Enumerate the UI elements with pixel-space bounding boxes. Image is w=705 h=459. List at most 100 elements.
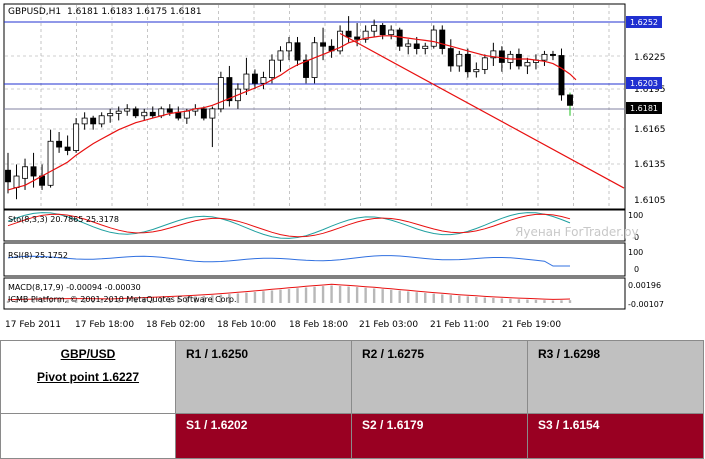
candle-bull <box>388 29 395 36</box>
time-tick: 17 Feb 2011 <box>5 320 61 330</box>
macd-bar <box>57 299 61 303</box>
rsi-line <box>7 255 570 267</box>
candle-bear <box>396 29 403 47</box>
price-tick: 1.6135 <box>634 160 666 170</box>
macd-bar <box>151 298 154 303</box>
candle-bear <box>354 36 361 40</box>
macd-bar <box>279 289 282 303</box>
candle-bull <box>490 50 497 59</box>
macd-bar <box>338 285 342 303</box>
sto-label: Sto(8,3,3) 20.7865 25.3178 <box>8 215 119 224</box>
rsi-panel-frame <box>3 242 626 277</box>
macd-bar <box>424 292 427 303</box>
macd-bar <box>74 299 78 303</box>
macd-bar <box>219 294 223 303</box>
trend-line <box>339 32 625 189</box>
macd-bar <box>347 286 350 303</box>
price-tick: 1.6225 <box>634 53 666 63</box>
s3-cell: S3 / 1.6154 <box>527 413 704 459</box>
candle-bull <box>115 110 122 114</box>
macd-bar <box>202 295 206 303</box>
macd-bar <box>551 300 555 303</box>
macd-bar <box>475 296 478 303</box>
macd-bar <box>364 287 367 303</box>
macd-bar <box>134 298 137 303</box>
pivot-point: Pivot point 1.6227 <box>36 370 140 384</box>
macd-bar <box>253 291 257 303</box>
macd-bar <box>32 300 35 303</box>
candle-bear <box>90 117 97 125</box>
rsi-scale-bottom: 0 <box>634 265 639 274</box>
price-tag-1-label: 1.6252 <box>630 18 658 27</box>
macd-bar <box>543 300 546 303</box>
macd-bar <box>483 297 487 303</box>
macd-bar <box>321 286 325 303</box>
macd-bar <box>372 288 376 303</box>
candle-bear <box>464 53 471 73</box>
price-tag-2 <box>626 77 662 89</box>
candle-bull <box>243 73 250 90</box>
chart-header-ohlc: 1.6181 1.6183 1.6175 1.6181 <box>67 7 202 17</box>
macd-bar <box>15 300 18 303</box>
rsi-label: RSI(8) 25.1752 <box>8 251 68 260</box>
macd-bar <box>517 299 521 303</box>
time-tick: 21 Feb 03:00 <box>359 320 418 330</box>
main-panel-frame <box>3 3 626 210</box>
candle-bull <box>362 30 369 40</box>
candle-bull <box>311 42 318 78</box>
macd-bar <box>100 299 103 303</box>
price-tag-1 <box>626 16 662 28</box>
macd-scale-bottom: -0.00107 <box>628 300 664 309</box>
candle-bull <box>22 166 28 179</box>
macd-bar <box>466 296 470 303</box>
candle-bull <box>73 123 80 151</box>
candle-bull <box>481 57 488 70</box>
macd-bar <box>534 299 538 303</box>
candle-bull <box>260 77 267 84</box>
s1-cell: S1 / 1.6202 <box>175 413 352 459</box>
macd-bar <box>228 294 231 303</box>
r1-cell: R1 / 1.6250 <box>175 340 352 414</box>
time-tick: 18 Feb 02:00 <box>146 320 205 330</box>
pivot-table: GBP/USD Pivot point 1.6227 R1 / 1.6250 R… <box>0 340 704 459</box>
chart-canvas: GBPUSD,H1 1.6181 1.6183 1.6175 1.6181 1.… <box>3 3 666 330</box>
time-tick: 18 Feb 18:00 <box>289 320 348 330</box>
candle-bull <box>269 59 275 78</box>
candle-bull <box>430 29 437 47</box>
macd-bar <box>126 299 129 303</box>
r3-cell: R3 / 1.6298 <box>527 340 704 414</box>
candle-bear <box>515 53 522 67</box>
candle-bear <box>64 146 71 151</box>
candle-bear <box>550 53 556 56</box>
candle-bear <box>379 24 386 36</box>
candle-bull <box>371 24 378 32</box>
candle-bull <box>473 69 480 73</box>
time-tick: 21 Feb 19:00 <box>502 320 561 330</box>
watermark: Яуенан ForTrader.ру <box>515 225 639 239</box>
candle-bear <box>175 111 182 119</box>
time-tick: 21 Feb 11:00 <box>430 320 489 330</box>
macd-bar <box>108 300 112 303</box>
candle-bull <box>81 117 88 125</box>
candle-bull <box>422 45 429 49</box>
price-chart[interactable]: GBPUSD,H1 1.6181 1.6183 1.6175 1.6181 1.… <box>0 0 705 338</box>
macd-bar <box>355 287 359 303</box>
macd-bar <box>194 296 197 303</box>
candle-bull <box>107 113 114 117</box>
rsi-scale-top: 100 <box>628 248 643 257</box>
price-tag-2-label: 1.6203 <box>630 79 658 88</box>
macd-bar <box>91 299 95 303</box>
macd-bar <box>177 297 180 303</box>
macd-bar <box>500 298 504 303</box>
chart-header-symbol: GBPUSD,H1 <box>8 7 61 17</box>
candle-bull <box>456 53 463 67</box>
macd-bar <box>398 290 401 303</box>
macd-bar <box>509 298 512 303</box>
candle-bear <box>498 50 505 63</box>
candle-bear <box>303 59 309 78</box>
s2-cell: S2 / 1.6179 <box>351 413 528 459</box>
empty-cell <box>0 413 176 459</box>
candle-bull <box>405 43 412 47</box>
r2-cell: R2 / 1.6275 <box>351 340 528 414</box>
macd-bar <box>492 297 495 303</box>
